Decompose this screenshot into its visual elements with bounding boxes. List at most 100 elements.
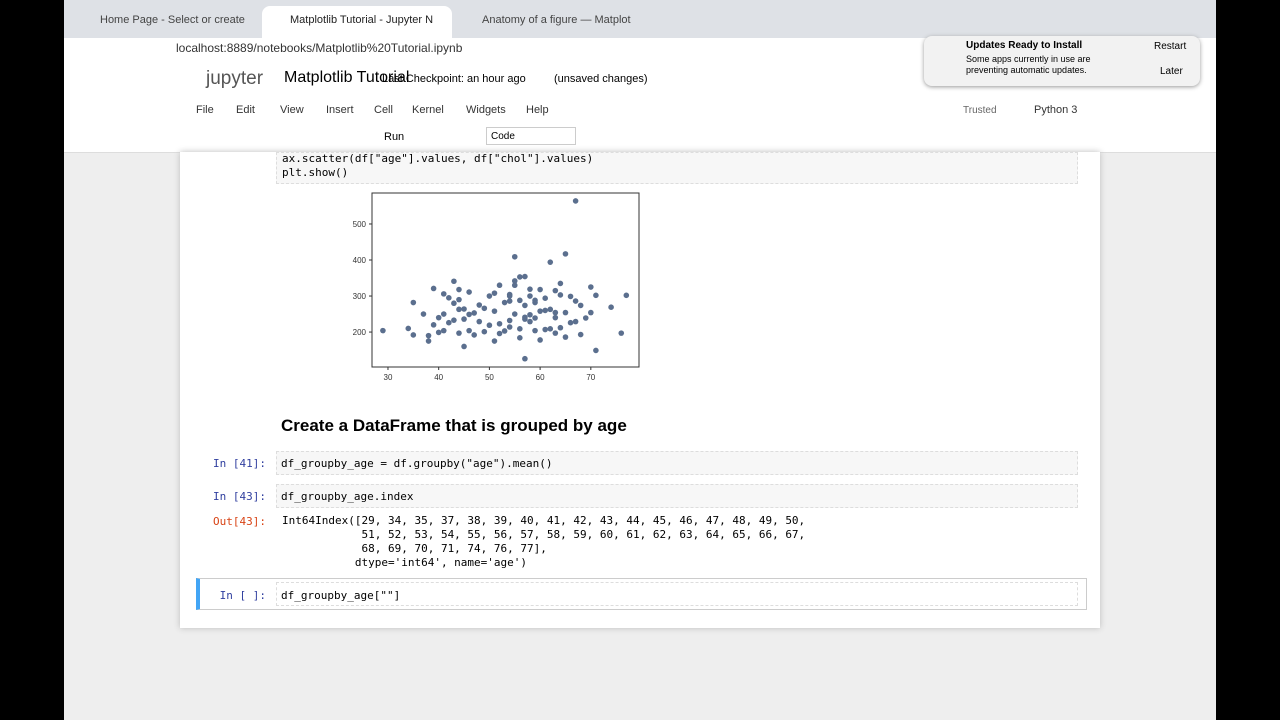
later-button[interactable]: Later xyxy=(1160,66,1183,77)
tab[interactable]: Home Page - Select or create xyxy=(64,8,260,38)
menu-item[interactable]: Edit xyxy=(236,104,255,116)
point xyxy=(517,297,523,304)
point xyxy=(527,311,533,318)
point xyxy=(410,332,417,338)
prompt: In [41]: xyxy=(213,457,266,470)
point xyxy=(593,347,599,354)
output-line: 51, 52, 53, 54, 55, 56, 57, 58, 59, 60, … xyxy=(282,528,806,541)
notification-title: Updates Ready to Install xyxy=(966,40,1083,51)
notebook-title[interactable]: Matplotlib Tutorial xyxy=(284,69,410,86)
code-cell[interactable] xyxy=(276,152,1078,184)
point xyxy=(532,327,538,334)
code-cell[interactable]: df_groupby_age.index xyxy=(276,484,1078,508)
point xyxy=(456,296,462,303)
menu-item[interactable]: File xyxy=(196,104,214,116)
y-tick-label: 300 xyxy=(353,292,367,301)
url[interactable]: localhost:8889/notebooks/Matplotlib%20Tu… xyxy=(176,41,463,55)
point xyxy=(557,280,564,287)
checkpoint: Last Checkpoint: an hour ago xyxy=(382,73,526,85)
code-cell[interactable]: df_groupby_age[""] xyxy=(276,582,1078,606)
point xyxy=(532,297,538,304)
code-cell[interactable]: df_groupby_age = df.groupby("age").mean(… xyxy=(276,451,1078,475)
output-line: dtype='int64', name='age') xyxy=(282,556,528,569)
point xyxy=(562,309,569,316)
code-line: df_groupby_age.index xyxy=(281,490,414,503)
point xyxy=(461,316,467,322)
browser: Home Page - Select or create Matplotlib … xyxy=(64,0,1216,720)
point xyxy=(567,319,574,326)
x-tick-label: 60 xyxy=(536,373,545,382)
point xyxy=(420,311,427,317)
point xyxy=(451,317,457,323)
point xyxy=(517,274,523,280)
point xyxy=(491,290,498,296)
point xyxy=(466,327,472,334)
run-button[interactable]: Run xyxy=(384,131,405,143)
cell-type-select[interactable]: Code xyxy=(486,127,576,145)
menu-item[interactable]: Kernel xyxy=(412,104,444,116)
point xyxy=(547,326,554,332)
point xyxy=(562,251,569,257)
point xyxy=(440,311,447,317)
y-tick-label: 400 xyxy=(353,256,367,265)
x-tick-label: 50 xyxy=(485,373,494,382)
point xyxy=(471,310,477,316)
point xyxy=(537,337,543,343)
point xyxy=(557,324,564,331)
point xyxy=(501,328,508,334)
point xyxy=(527,286,533,292)
x-tick-label: 30 xyxy=(384,373,393,382)
output-line: Int64Index([29, 34, 35, 37, 38, 39, 40, … xyxy=(282,514,806,527)
point xyxy=(577,331,584,338)
point xyxy=(527,293,533,299)
point xyxy=(542,295,548,301)
code-line: df_groupby_age[""] xyxy=(281,589,401,602)
point xyxy=(557,292,564,298)
point xyxy=(522,302,528,309)
menu-item[interactable]: Cell xyxy=(374,104,393,116)
x-tick-label: 70 xyxy=(586,373,595,382)
tab[interactable]: Anatomy of a figure — Matplot xyxy=(454,8,654,38)
point xyxy=(582,315,589,321)
point xyxy=(537,308,543,314)
toolbar: Run Code xyxy=(184,127,604,147)
point xyxy=(588,309,594,316)
point xyxy=(496,320,503,327)
point xyxy=(380,327,386,334)
point xyxy=(547,306,554,313)
scatter-plot: 30 40 50 60 70 200 300 400 500 xyxy=(353,192,640,382)
point xyxy=(446,295,452,301)
menu-item[interactable]: View xyxy=(280,104,304,116)
point xyxy=(552,314,559,321)
point xyxy=(456,330,462,336)
point xyxy=(430,322,437,328)
point xyxy=(481,305,488,312)
point xyxy=(572,318,579,325)
point xyxy=(466,311,472,318)
tab[interactable]: Matplotlib Tutorial - Jupyter N xyxy=(262,6,452,38)
point xyxy=(517,335,523,341)
point xyxy=(496,330,503,337)
trusted: Trusted xyxy=(963,105,997,116)
heading: Create a DataFrame that is grouped by ag… xyxy=(281,416,627,435)
point xyxy=(593,292,599,299)
point xyxy=(501,299,508,306)
menu-item[interactable]: Widgets xyxy=(466,104,506,116)
point xyxy=(440,327,447,334)
point xyxy=(522,314,528,321)
logo[interactable]: jupyter xyxy=(206,68,264,89)
point xyxy=(532,315,538,321)
point xyxy=(572,198,579,204)
restart-button[interactable]: Restart xyxy=(1154,41,1187,52)
point xyxy=(481,328,488,335)
prompt: In [ ]: xyxy=(219,589,266,602)
menu-item[interactable]: Insert xyxy=(326,104,354,116)
point xyxy=(405,325,412,332)
point xyxy=(562,334,569,340)
point xyxy=(577,302,584,309)
axes-frame xyxy=(371,192,640,368)
output: Int64Index([29, 34, 35, 37, 38, 39, 40, … xyxy=(282,514,805,570)
tab-title: Anatomy of a figure — Matplot xyxy=(482,14,631,26)
menu-item[interactable]: Help xyxy=(526,104,549,116)
point xyxy=(588,284,594,290)
